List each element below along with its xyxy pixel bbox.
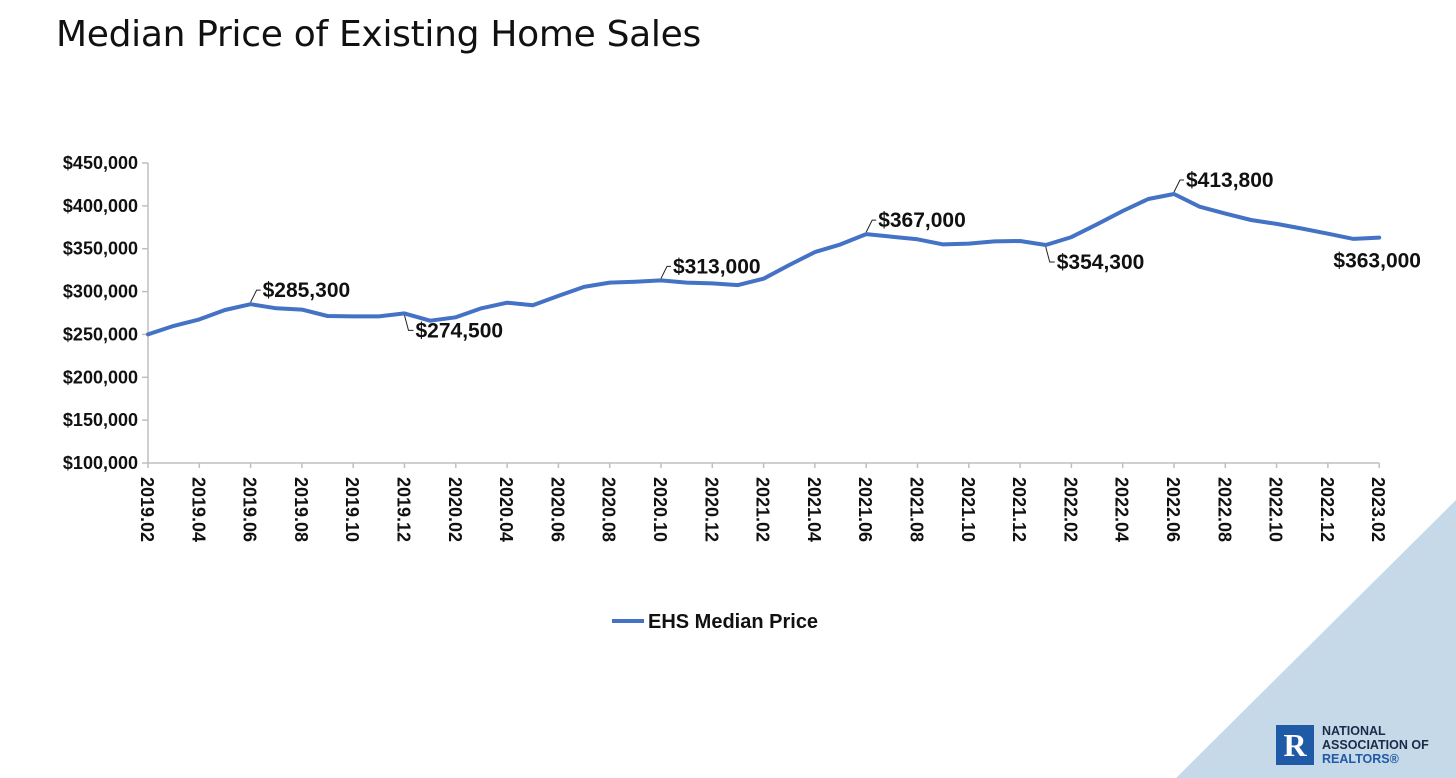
y-tick-label: $350,000 [63,239,138,259]
y-tick-label: $400,000 [63,196,138,216]
x-tick-label: 2019.04 [188,477,208,542]
x-tick-label: 2019.12 [394,477,414,542]
x-axis-ticks: 2019.02 2019.04 2019.06 2019.08 2019.10 2019.… [137,463,1388,542]
data-label: $363,000 [1333,250,1421,273]
x-tick-label: 2022.12 [1317,477,1337,542]
nar-r-mark: R [1276,725,1314,765]
legend: EHS Median Price [612,611,818,633]
x-tick-label: 2019.06 [240,477,260,542]
x-tick-label: 2021.06 [855,477,875,542]
y-tick-label: $150,000 [63,410,138,430]
legend-label: EHS Median Price [648,611,818,633]
x-tick-label: 2021.04 [804,477,824,542]
x-tick-label: 2020.06 [547,477,567,542]
nar-wordmark: NATIONAL ASSOCIATION OF REALTORS® [1322,724,1429,766]
y-tick-label: $200,000 [63,367,138,387]
data-label: $413,800 [1186,169,1274,192]
x-tick-label: 2019.02 [137,477,157,542]
page-title: Median Price of Existing Home Sales [56,14,701,55]
leader-line [1045,246,1055,263]
leader-line [660,265,671,279]
leader-line [1173,179,1184,193]
x-tick-label: 2019.08 [291,477,311,542]
x-tick-label: 2022.04 [1112,477,1132,542]
leader-line [250,289,261,303]
x-tick-label: 2021.08 [907,477,927,542]
x-tick-label: 2020.02 [445,477,465,542]
data-labels: $285,300 $274,500 $313,000 $367,000 $354,300… [250,169,1421,342]
data-label: $285,300 [263,279,351,302]
x-tick-label: 2021.10 [958,477,978,542]
chart-axes [147,163,1380,464]
x-tick-label: 2020.04 [496,477,516,542]
logo-line-2: ASSOCIATION OF [1322,738,1429,752]
nar-logo: R NATIONAL ASSOCIATION OF REALTORS® [1276,724,1429,766]
leader-line [404,315,414,331]
y-tick-label: $300,000 [63,282,138,302]
x-tick-label: 2022.08 [1214,477,1234,542]
x-tick-label: 2022.10 [1266,477,1286,542]
x-tick-label: 2022.06 [1163,477,1183,542]
x-tick-label: 2020.12 [701,477,721,542]
y-axis-ticks: $100,000 $150,000 $200,000 $250,000 $300,000… [63,153,148,473]
x-tick-label: 2020.08 [599,477,619,542]
y-tick-label: $250,000 [63,324,138,344]
leader-line [865,219,877,233]
data-label: $367,000 [878,209,966,232]
x-tick-label: 2020.10 [650,477,670,542]
data-label: $354,300 [1057,251,1145,274]
series-line-ehs-median-price [146,192,1382,337]
logo-line-1: NATIONAL [1322,724,1386,738]
x-tick-label: 2019.10 [342,477,362,542]
x-tick-label: 2023.02 [1368,477,1388,542]
y-tick-label: $100,000 [63,453,138,473]
data-label: $313,000 [673,255,761,278]
y-tick-label: $450,000 [63,153,138,173]
corner-decoration [1176,500,1456,778]
x-tick-label: 2021.12 [1009,477,1029,542]
logo-line-3: REALTORS® [1322,752,1399,766]
x-tick-label: 2022.02 [1060,477,1080,542]
data-label: $274,500 [416,319,504,342]
x-tick-label: 2021.02 [753,477,773,542]
